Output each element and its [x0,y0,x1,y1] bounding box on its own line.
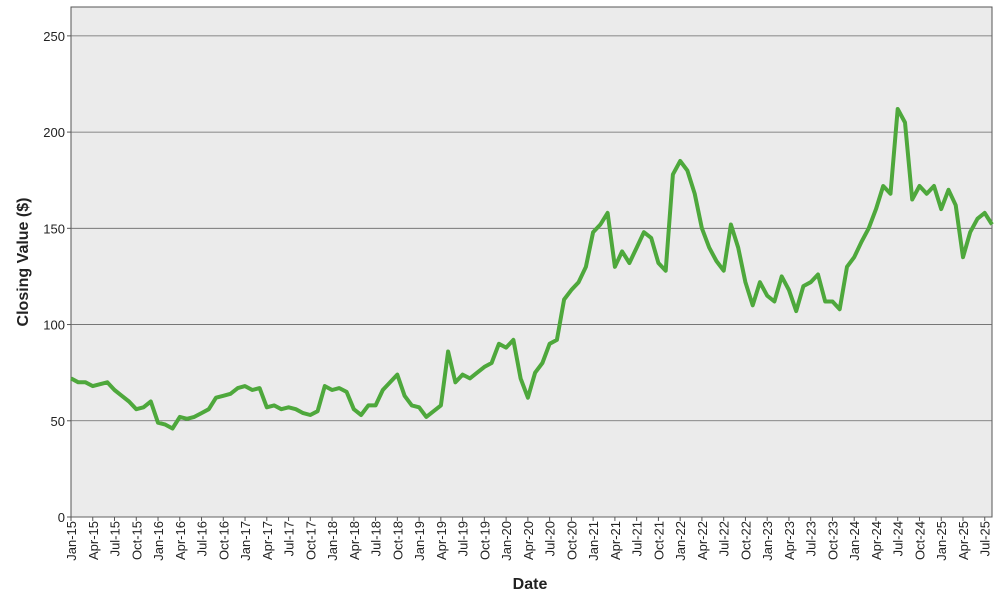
y-tick-label: 250 [43,29,65,44]
y-tick-label: 200 [43,125,65,140]
x-tick-label: Oct-19 [477,521,492,560]
x-tick-label: Apr-25 [956,521,971,560]
x-tick-label: Apr-16 [173,521,188,560]
x-tick-label: Jan-20 [499,521,514,561]
x-tick-label: Jul-15 [108,521,123,556]
x-tick-label: Jan-17 [238,521,253,561]
x-tick-label: Jan-25 [934,521,949,561]
x-tick-label: Oct-22 [738,521,753,560]
x-tick-label: Oct-23 [825,521,840,560]
y-tick-label: 50 [51,414,65,429]
x-tick-label: Oct-21 [651,521,666,560]
x-tick-label: Apr-17 [260,521,275,560]
x-tick-label: Jul-20 [543,521,558,556]
x-tick-label: Jan-19 [412,521,427,561]
x-tick-label: Jul-17 [282,521,297,556]
x-tick-label: Apr-20 [521,521,536,560]
x-tick-label: Jul-19 [456,521,471,556]
x-tick-label: Jan-21 [586,521,601,561]
y-tick-label: 150 [43,221,65,236]
plot-area [70,6,993,518]
x-tick-label: Apr-24 [869,521,884,560]
x-tick-label: Jan-22 [673,521,688,561]
x-tick-label: Jan-16 [151,521,166,561]
x-tick-label: Jul-16 [195,521,210,556]
x-tick-label: Oct-17 [303,521,318,560]
x-tick-label: Apr-22 [695,521,710,560]
x-tick-label: Apr-19 [434,521,449,560]
x-tick-label: Jan-23 [760,521,775,561]
x-tick-label: Oct-20 [564,521,579,560]
x-tick-label: Apr-21 [608,521,623,560]
x-tick-label: Jan-15 [64,521,79,561]
x-axis-title: Date [513,576,548,593]
x-tick-label: Apr-15 [86,521,101,560]
x-tick-label: Jul-22 [717,521,732,556]
x-tick-label: Jul-23 [804,521,819,556]
y-tick-label: 0 [58,510,65,525]
y-axis-title: Closing Value ($) [15,198,32,327]
x-tick-label: Jul-24 [891,521,906,556]
x-tick-label: Jul-18 [369,521,384,556]
x-tick-label: Jan-18 [325,521,340,561]
line-series [70,107,994,431]
x-tick-label: Oct-15 [129,521,144,560]
y-tick-label: 100 [43,318,65,333]
x-tick-label: Jan-24 [847,521,862,561]
x-tick-label: Jul-25 [978,521,993,556]
x-tick-label: Oct-24 [912,521,927,560]
x-tick-label: Jul-21 [630,521,645,556]
x-tick-label: Apr-23 [782,521,797,560]
x-tick-label: Oct-16 [216,521,231,560]
x-tick-label: Oct-18 [390,521,405,560]
x-tick-label: Apr-18 [347,521,362,560]
